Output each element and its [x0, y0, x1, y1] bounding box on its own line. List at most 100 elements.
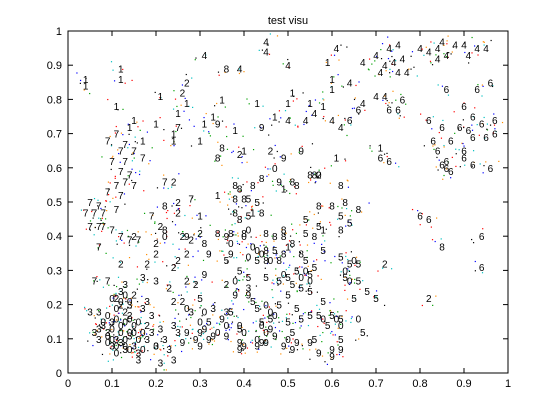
scatter-dot	[286, 190, 288, 192]
data-point-label: 9	[294, 338, 300, 349]
scatter-dot	[323, 251, 325, 253]
scatter-dot	[158, 315, 161, 317]
data-point-label: 5	[290, 328, 296, 339]
scatter-dot	[344, 276, 346, 279]
scatter-dot	[174, 98, 177, 100]
scatter-dot	[346, 134, 348, 137]
scatter-dot	[254, 298, 256, 300]
data-point-label: 3	[122, 345, 128, 356]
scatter-dot	[462, 119, 464, 121]
scatter-dot	[358, 338, 360, 340]
scatter-dot	[119, 329, 121, 331]
scatter-dot	[172, 243, 174, 245]
scatter-dot	[123, 343, 125, 346]
scatter-dot	[443, 174, 445, 177]
scatter-dot	[135, 245, 137, 247]
scatter-dot	[373, 296, 375, 298]
scatter-dot	[425, 119, 427, 121]
data-point-label: 2	[144, 260, 150, 271]
scatter-dot	[486, 123, 489, 125]
scatter-dot	[110, 145, 113, 147]
scatter-dot	[276, 252, 278, 255]
data-point-label: 9	[237, 345, 243, 356]
scatter-dot	[391, 63, 393, 65]
scatter-dot	[311, 291, 313, 294]
scatter-dot	[297, 125, 299, 127]
scatter-dot	[261, 49, 264, 51]
scatter-dot	[266, 254, 268, 256]
scatter-dot	[287, 66, 290, 68]
scatter-dot	[258, 348, 260, 350]
scatter-dot	[299, 244, 301, 246]
scatter-dot	[209, 328, 211, 330]
scatter-dot	[153, 324, 155, 326]
data-point-label: 3	[118, 287, 124, 298]
scatter-dot	[491, 85, 494, 88]
scatter-dot	[226, 135, 228, 138]
scatter-dot	[315, 348, 317, 350]
scatter-dot	[341, 85, 343, 87]
data-point-label: 1	[215, 191, 221, 202]
scatter-dot	[218, 74, 220, 76]
scatter-dot	[167, 355, 169, 357]
scatter-dot	[446, 40, 448, 42]
data-point-label: 0	[320, 314, 326, 325]
scatter-dot	[221, 309, 223, 311]
data-point-label: 5	[237, 325, 243, 336]
scatter-dot	[310, 166, 312, 169]
data-point-label: 0	[127, 314, 133, 325]
scatter-dot	[156, 206, 159, 208]
scatter-dot	[291, 223, 293, 225]
data-point-label: 0	[259, 249, 265, 260]
scatter-dot	[286, 338, 288, 341]
scatter-dot	[246, 161, 248, 163]
scatter-dot	[89, 92, 91, 95]
data-point-label: 9	[268, 325, 274, 336]
data-point-label: 4	[435, 54, 441, 65]
scatter-dot	[241, 339, 244, 341]
scatter-dot	[172, 108, 175, 110]
scatter-dot	[132, 319, 134, 321]
scatter-dot	[177, 313, 180, 315]
scatter-dot	[263, 342, 265, 344]
scatter-dot	[124, 318, 126, 320]
scatter-dot	[152, 325, 154, 327]
scatter-dot	[107, 181, 110, 183]
data-point-label: 4	[400, 54, 406, 65]
scatter-dot	[113, 293, 115, 295]
scatter-dot	[321, 341, 323, 343]
scatter-dot	[131, 317, 133, 319]
scatter-dot	[163, 362, 165, 364]
scatter-dot	[309, 211, 311, 213]
scatter-dot	[348, 270, 351, 272]
scatter-dot	[284, 110, 287, 112]
scatter-dot	[235, 288, 238, 290]
scatter-dot	[309, 285, 311, 287]
scatter-dot	[193, 280, 195, 283]
scatter-dot	[130, 297, 132, 299]
data-point-label: 8	[439, 242, 445, 253]
data-point-label: 1	[114, 102, 120, 113]
data-point-label: 3	[153, 342, 159, 353]
scatter-dot	[489, 124, 492, 126]
data-point-label: 5	[228, 307, 234, 318]
scatter-dot	[166, 235, 168, 238]
scatter-dot	[173, 264, 175, 266]
scatter-dot	[276, 150, 278, 153]
scatter-dot	[131, 153, 133, 155]
scatter-dot	[367, 68, 370, 70]
scatter-dot	[97, 205, 99, 207]
scatter-dot	[368, 202, 370, 204]
scatter-dot	[111, 328, 113, 331]
scatter-dot	[231, 224, 233, 226]
data-point-label: 6	[483, 133, 489, 144]
scatter-dot	[213, 340, 216, 342]
data-point-label: 0	[356, 314, 362, 325]
scatter-dot	[333, 54, 336, 56]
data-point-label: 0	[118, 321, 124, 332]
scatter-dot	[416, 75, 418, 77]
data-point-label: 4	[466, 51, 472, 62]
scatter-dot	[241, 162, 243, 164]
scatter-dot	[322, 205, 324, 207]
scatter-dot	[244, 334, 247, 336]
